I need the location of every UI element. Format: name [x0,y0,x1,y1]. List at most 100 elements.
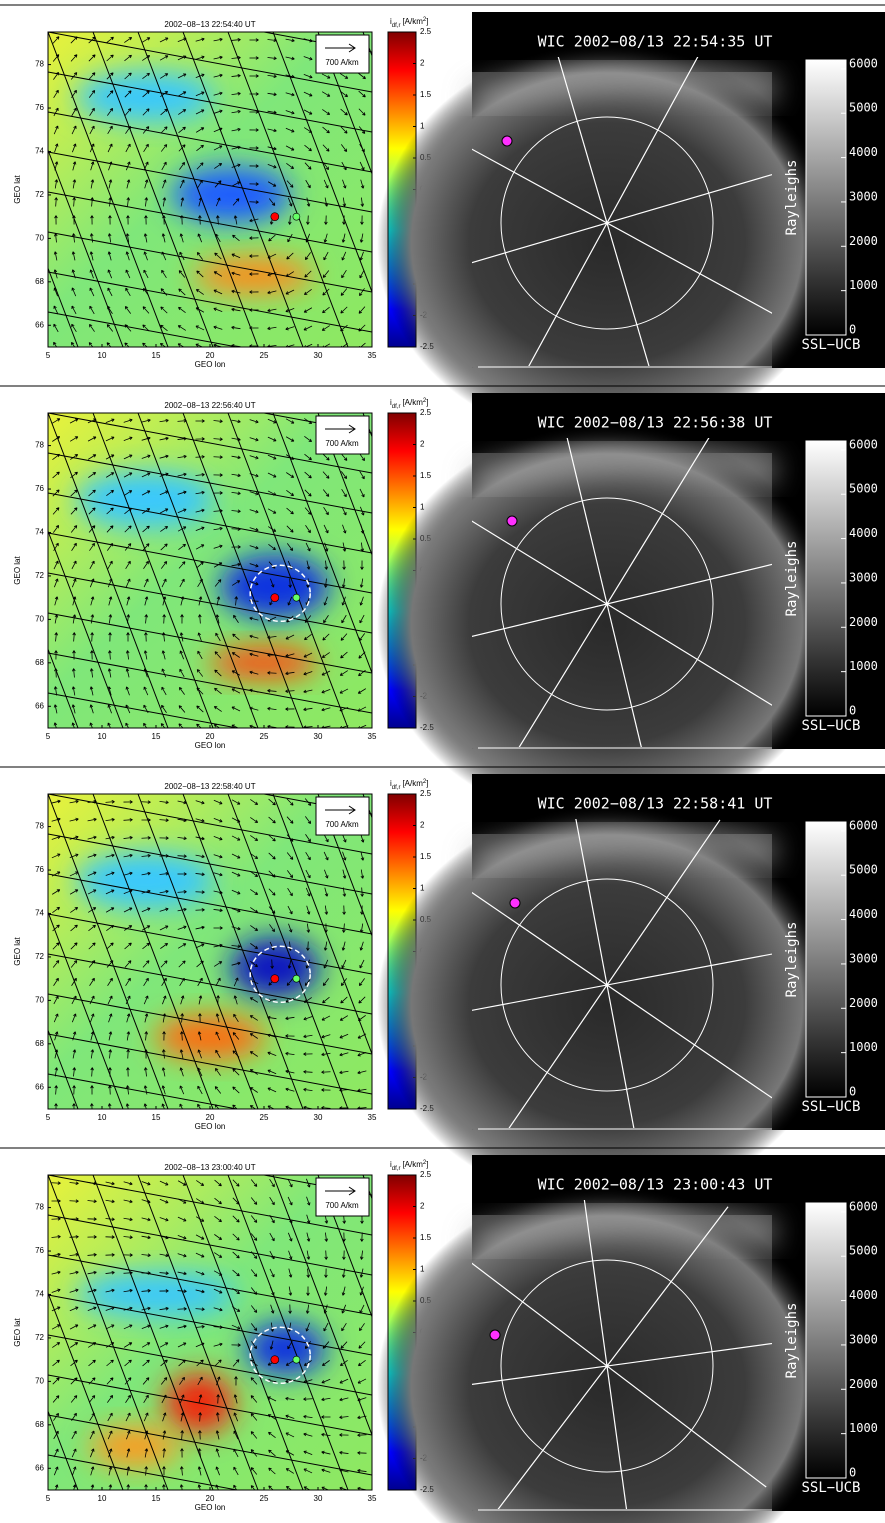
colorbar-tick-label: 2.5 [420,1170,432,1179]
geomag-grid [48,413,372,728]
wic-colorbar-label: Rayleighs [784,922,800,998]
x-tick-label: 20 [206,1113,215,1122]
event-circle [249,945,311,1004]
current-blob [75,471,216,528]
wic-colorbar-label: Rayleighs [784,541,800,617]
wic-colorbar-tick-label: 2000 [849,615,878,629]
x-tick-label: 35 [368,1113,377,1122]
scale-box [315,796,370,836]
current-blob [245,1322,326,1375]
x-tick-label: 25 [260,732,269,741]
x-tick-label: 5 [46,351,51,360]
scale-label: 700 A/km [325,58,359,67]
x-tick-label: 15 [152,351,161,360]
y-tick-label: 68 [35,1420,44,1429]
wic-colorbar-tick-label: 3000 [849,951,878,965]
magnetometer-site [292,212,301,221]
y-tick-label: 76 [35,865,44,874]
map-title: 2002−08−13 22:56:40 UT [164,401,255,410]
x-axis-label: GEO lon [195,1503,226,1512]
current-blob [219,554,330,619]
wic-colorbar-tick-label: 4000 [849,145,878,159]
x-axis-label: GEO lon [195,1122,226,1131]
current-blob [193,257,314,294]
label-power: 2 [423,779,427,785]
magnetometer-site [270,593,280,602]
meridians [472,819,772,1128]
wic-title: WIC 2002−08/13 22:56:38 UT [538,414,773,432]
latitude-circle [500,497,714,711]
scale-box [315,34,370,74]
auroral-oval [467,823,779,877]
label-symbol: i [390,17,392,26]
scale-box [315,1177,370,1217]
x-tick-label: 5 [46,732,51,741]
geomag-grid [48,794,372,1109]
wic-colorbar [805,1202,847,1479]
scale-arrow [325,424,356,434]
wic-colorbar [805,59,847,336]
y-axis-label: GEO lat [13,936,22,965]
y-tick-label: 72 [35,1333,44,1342]
wic-colorbar-tick-label: 1000 [849,278,878,292]
wic-credit: SSL−UCB [801,337,860,353]
auroral-glow [377,805,837,1205]
latitude-circle [500,878,714,1092]
auroral-oval [467,1204,779,1258]
map-title: 2002−08−13 23:00:40 UT [164,1163,255,1172]
x-tick-label: 30 [314,1494,323,1503]
latitude-circle [500,1259,714,1473]
wic-colorbar-tick-label: 3000 [849,570,878,584]
wic-colorbar-tick-label: 2000 [849,996,878,1010]
label-subscript: df,r [392,23,401,29]
wic-colorbar-tick-label: 6000 [849,818,878,832]
label-power: 2 [423,398,427,404]
label-unit: [A/km [402,17,423,26]
current-blob [209,646,319,679]
y-tick-label: 76 [35,484,44,493]
meridians [472,1200,772,1509]
y-tick-label: 76 [35,1246,44,1255]
x-tick-label: 35 [368,732,377,741]
x-tick-label: 25 [260,1494,269,1503]
map-plot [48,794,372,1109]
colorbar-tick-label: 1.5 [420,852,432,861]
y-tick-label: 68 [35,277,44,286]
wic-credit: SSL−UCB [801,718,860,734]
current-blob [155,1015,265,1060]
meridians [472,57,772,366]
x-tick-label: 20 [206,351,215,360]
event-circle [249,564,311,623]
scale-arrow [325,43,356,53]
wic-colorbar-tick-label: 3000 [849,189,878,203]
wic-colorbar [805,440,847,717]
current-blob [76,1272,236,1317]
wic-title: WIC 2002−08/13 22:54:35 UT [538,33,773,51]
latitude-circle [500,116,714,330]
x-tick-label: 25 [260,1113,269,1122]
scale-arrow [325,1186,356,1196]
y-tick-label: 66 [35,1463,44,1472]
label-power: 2 [423,1160,427,1166]
wic-colorbar-tick-label: 6000 [849,56,878,70]
x-axis-label: GEO lon [195,360,226,369]
y-tick-label: 66 [35,320,44,329]
colorbar-label: idf,r [A/km2] [390,17,428,29]
magnetometer-site [270,1355,280,1364]
x-tick-label: 20 [206,732,215,741]
colorbar-tick-label: 2 [420,440,425,449]
label-close: ] [426,398,428,407]
x-tick-label: 5 [46,1113,51,1122]
colorbar-label: idf,r [A/km2] [390,398,428,410]
auroral-glow [377,1186,837,1523]
geomag-grid [48,1175,372,1490]
x-tick-label: 15 [152,1494,161,1503]
colorbar-tick-label: 2 [420,1202,425,1211]
y-tick-label: 74 [35,147,44,156]
wic-colorbar [805,821,847,1098]
x-tick-label: 10 [98,1113,107,1122]
station-marker [509,897,521,909]
